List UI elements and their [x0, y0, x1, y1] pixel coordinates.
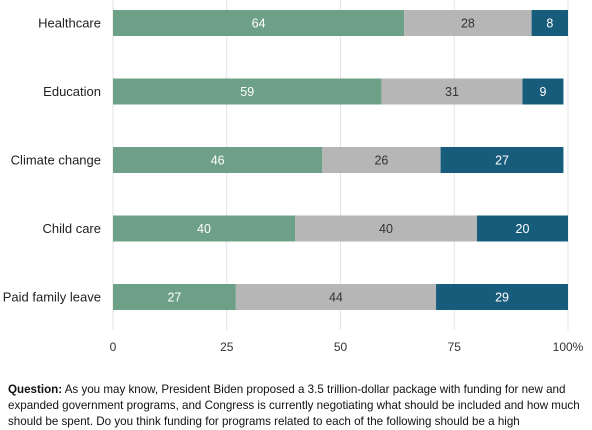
data-label: 59: [240, 85, 254, 99]
category-labels: Healthcare Education Climate change Child c…: [3, 16, 101, 305]
stacked-bar-chart: 64 28 8 59 31 9 46 26 27 40 40 20 27 44 29 Healthcare E…: [3, 0, 584, 354]
category-label: Education: [43, 84, 101, 99]
bar-segment: [295, 215, 477, 242]
data-label: 44: [329, 291, 343, 305]
x-axis-ticks: 0 25 50 75 100%: [110, 340, 584, 354]
category-label: Healthcare: [38, 16, 101, 31]
question-text: As you may know, President Biden propose…: [8, 383, 580, 428]
category-label: Child care: [42, 221, 101, 236]
x-tick-label: 0: [110, 340, 117, 354]
bar-segment: [113, 10, 405, 36]
x-tick-label: 100%: [553, 340, 584, 354]
data-label: 40: [379, 222, 393, 236]
bar-segment: [113, 284, 236, 310]
bar-segment: [440, 147, 564, 173]
data-label: 9: [539, 85, 546, 99]
data-label: 27: [167, 291, 181, 305]
question-note: Question: As you may know, President Bid…: [8, 382, 586, 430]
bar-segment: [522, 78, 564, 105]
data-label: 64: [252, 17, 266, 31]
data-label: 40: [197, 222, 211, 236]
bar-segment: [322, 147, 441, 173]
x-tick-label: 75: [448, 340, 462, 354]
x-tick-label: 50: [334, 340, 348, 354]
data-label: 29: [495, 291, 509, 305]
bar-segment: [531, 10, 568, 36]
data-label: 27: [495, 154, 509, 168]
x-tick-label: 25: [220, 340, 234, 354]
bars: 64 28 8 59 31 9 46 26 27 40 40 20 27 44 29: [113, 10, 568, 310]
data-label: 28: [461, 17, 475, 31]
bar-segment: [113, 215, 295, 242]
question-label: Question:: [8, 383, 63, 396]
bar-segment: [404, 10, 532, 36]
bar-segment: [436, 284, 568, 310]
bar-segment: [477, 215, 568, 242]
bar-segment: [235, 284, 437, 310]
data-label: 31: [445, 85, 459, 99]
data-label: 26: [374, 154, 388, 168]
category-label: Climate change: [11, 153, 101, 168]
bar-segment: [381, 78, 523, 105]
bar-segment: [113, 147, 323, 173]
category-label: Paid family leave: [3, 290, 101, 305]
data-label: 8: [546, 17, 553, 31]
data-label: 46: [211, 154, 225, 168]
bar-segment: [113, 78, 382, 105]
data-label: 20: [516, 222, 530, 236]
